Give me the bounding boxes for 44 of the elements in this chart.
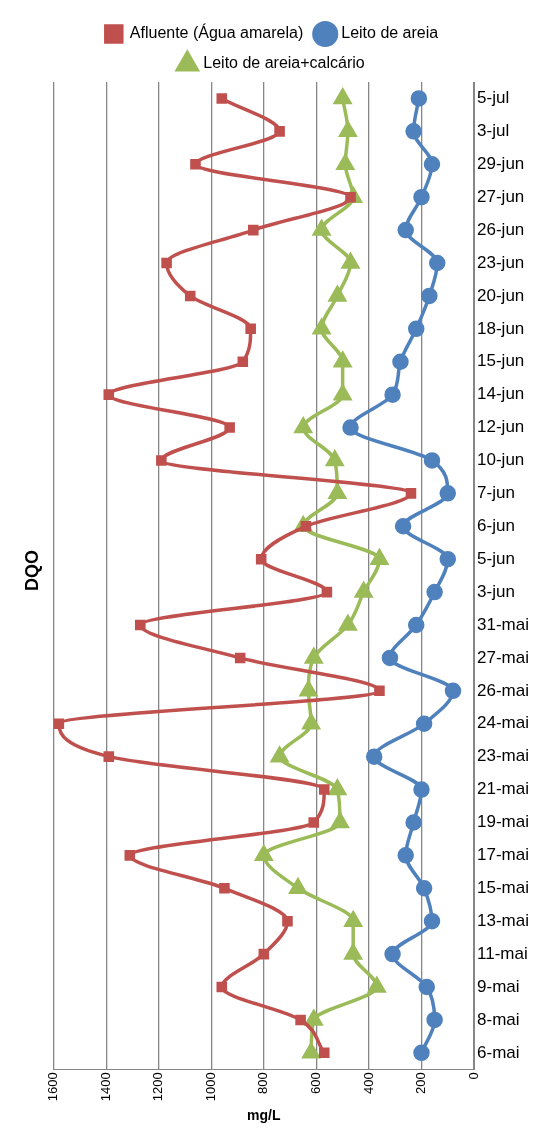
legend-label: Leito de areia+calcário bbox=[203, 54, 365, 72]
y-tick-label: 6-mai bbox=[477, 1042, 520, 1062]
x-tick-label: 0 bbox=[465, 1072, 481, 1080]
y-tick-label: 24-mai bbox=[477, 713, 530, 733]
y-tick-label: 18-jun bbox=[477, 318, 525, 338]
x-tick-label: 400 bbox=[360, 1072, 376, 1094]
x-tick-label: 200 bbox=[413, 1072, 429, 1094]
y-tick-label: 26-mai bbox=[477, 680, 530, 700]
y-tick-label: 29-jun bbox=[477, 153, 525, 173]
y-tick-label: 15-mai bbox=[477, 877, 530, 897]
y-tick-label: 13-mai bbox=[477, 910, 530, 930]
y-tick-label: 3-jul bbox=[477, 121, 510, 141]
y-tick-label: 23-mai bbox=[477, 746, 530, 766]
y-tick-label: 10-jun bbox=[477, 450, 525, 470]
y-tick-label: 12-jun bbox=[477, 417, 525, 437]
y-tick-label: 26-jun bbox=[477, 219, 525, 239]
y-tick-label: 15-jun bbox=[477, 351, 525, 371]
y-tick-label: 6-jun bbox=[477, 515, 515, 535]
legend-label: Afluente (Água amarela) bbox=[129, 23, 304, 42]
text: DQO bbox=[21, 549, 42, 592]
y-tick-label: 11-mai bbox=[477, 943, 528, 963]
y-tick-label: 27-jun bbox=[477, 186, 525, 206]
y-tick-label: 19-mai bbox=[477, 812, 530, 832]
y-tick-label: 23-jun bbox=[477, 252, 525, 272]
y-tick-label: 3-jun bbox=[477, 581, 515, 601]
x-tick-label: 1600 bbox=[45, 1072, 61, 1102]
y-tick-label: 8-mai bbox=[477, 1009, 520, 1029]
x-tick-label: 1000 bbox=[202, 1072, 218, 1102]
y-tick-label: 5-jul bbox=[477, 88, 510, 108]
y-tick-label: 20-jun bbox=[477, 285, 525, 305]
y-tick-label: 21-mai bbox=[477, 779, 530, 799]
y-tick-label: 17-mai bbox=[477, 845, 530, 865]
x-tick-label: 800 bbox=[255, 1072, 271, 1094]
y-tick-label: 31-mai bbox=[477, 614, 530, 634]
x-axis-title: mg/L bbox=[247, 1107, 281, 1124]
y-tick-label: 14-jun bbox=[477, 384, 525, 404]
x-tick-label: 1200 bbox=[150, 1072, 166, 1102]
y-tick-label: 7-jun bbox=[477, 483, 515, 503]
x-tick-label: 600 bbox=[307, 1072, 323, 1094]
y-tick-label: 9-mai bbox=[477, 976, 520, 996]
y-tick-label: 27-mai bbox=[477, 647, 530, 667]
y-tick-label: 5-jun bbox=[477, 548, 515, 568]
legend-label: Leito de areia bbox=[341, 24, 439, 42]
x-tick-label: 1400 bbox=[97, 1072, 113, 1102]
